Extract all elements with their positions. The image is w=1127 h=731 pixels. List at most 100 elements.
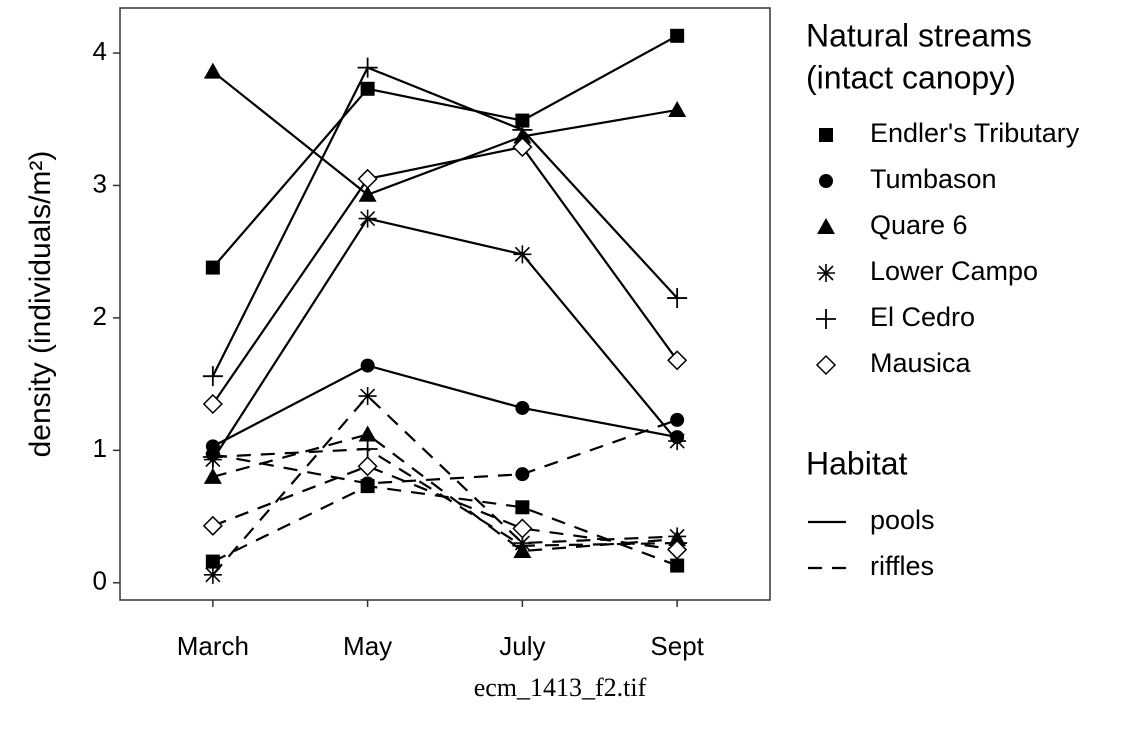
marker [667, 350, 688, 371]
marker [205, 554, 220, 569]
marker-shape [360, 81, 375, 96]
marker-shape [819, 174, 833, 188]
y-tick-label: 0 [93, 566, 107, 596]
series-line [212, 364, 678, 448]
marker [512, 136, 533, 158]
caption: ecm_1413_f2.tif [474, 673, 647, 702]
marker [816, 309, 836, 329]
marker [670, 28, 685, 43]
marker-shape [205, 260, 220, 275]
legend-title: Habitat [806, 445, 908, 481]
y-axis-label: density (individuals/m²) [24, 151, 57, 458]
series-line [212, 465, 678, 551]
marker [819, 128, 833, 142]
marker-shape [515, 500, 530, 515]
marker [515, 500, 530, 515]
marker-shape [203, 467, 222, 484]
marker-shape [203, 62, 222, 79]
marker-shape [667, 350, 688, 371]
y-tick-label: 4 [93, 36, 107, 66]
series-line [212, 70, 678, 196]
marker [358, 387, 377, 406]
marker-shape [358, 185, 377, 202]
series-line [211, 66, 678, 377]
marker-shape [670, 558, 685, 573]
marker-shape [357, 456, 378, 477]
marker [358, 185, 377, 202]
marker [668, 100, 687, 117]
marker [202, 366, 223, 387]
marker-shape [512, 119, 533, 140]
y-tick-label: 1 [93, 433, 107, 463]
marker-shape [203, 565, 222, 584]
legend-label: Mausica [870, 348, 972, 378]
x-tick-label: May [343, 631, 392, 661]
marker-shape [358, 209, 377, 228]
marker-shape [202, 366, 223, 387]
marker [670, 412, 685, 427]
marker [670, 558, 685, 573]
marker [667, 539, 688, 560]
marker [515, 467, 530, 482]
marker-shape [358, 425, 377, 442]
marker [819, 174, 833, 188]
legend-label: Tumbason [870, 164, 997, 194]
marker [815, 354, 837, 376]
marker [512, 119, 533, 140]
marker [203, 565, 222, 584]
marker-shape [668, 432, 687, 451]
marker-shape [670, 412, 685, 427]
marker-shape [816, 309, 836, 329]
marker [360, 476, 375, 491]
marker [202, 446, 223, 467]
marker [203, 62, 222, 79]
marker [203, 467, 222, 484]
marker [515, 400, 530, 415]
marker-shape [513, 245, 532, 264]
y-tick-label: 2 [93, 301, 107, 331]
marker-shape [357, 57, 378, 78]
marker-shape [815, 354, 837, 376]
y-tick-label: 3 [93, 168, 107, 198]
legend-label: riffles [870, 551, 934, 581]
marker-shape [515, 467, 530, 482]
marker [357, 57, 378, 78]
marker [512, 518, 533, 539]
legend-label: Lower Campo [870, 256, 1038, 286]
marker-shape [512, 136, 533, 158]
x-tick-label: Sept [650, 631, 704, 661]
marker [358, 425, 377, 442]
legend-label: El Cedro [870, 302, 975, 332]
marker [512, 535, 533, 556]
series-line [211, 217, 678, 461]
marker-shape [360, 358, 375, 373]
marker [205, 260, 220, 275]
marker-shape [670, 28, 685, 43]
marker-shape [667, 539, 688, 560]
marker [357, 456, 378, 477]
marker-shape [202, 393, 223, 415]
legend-label: Endler's Tributary [870, 118, 1080, 148]
marker-shape [817, 264, 835, 282]
marker [360, 81, 375, 96]
marker-shape [357, 168, 378, 189]
series-line [212, 34, 678, 269]
marker-shape [817, 218, 835, 234]
marker [817, 218, 835, 234]
series-line [212, 433, 678, 553]
marker [357, 439, 378, 460]
legend-label: pools [870, 505, 935, 535]
marker-shape [202, 515, 223, 536]
marker [357, 168, 378, 189]
marker [202, 393, 223, 415]
marker-shape [512, 535, 533, 556]
series-line [212, 418, 678, 485]
marker-shape [358, 387, 377, 406]
series-line [211, 145, 679, 405]
plot-frame [119, 7, 771, 601]
marker-shape [357, 439, 378, 460]
marker-shape [205, 554, 220, 569]
series-line [212, 394, 678, 576]
